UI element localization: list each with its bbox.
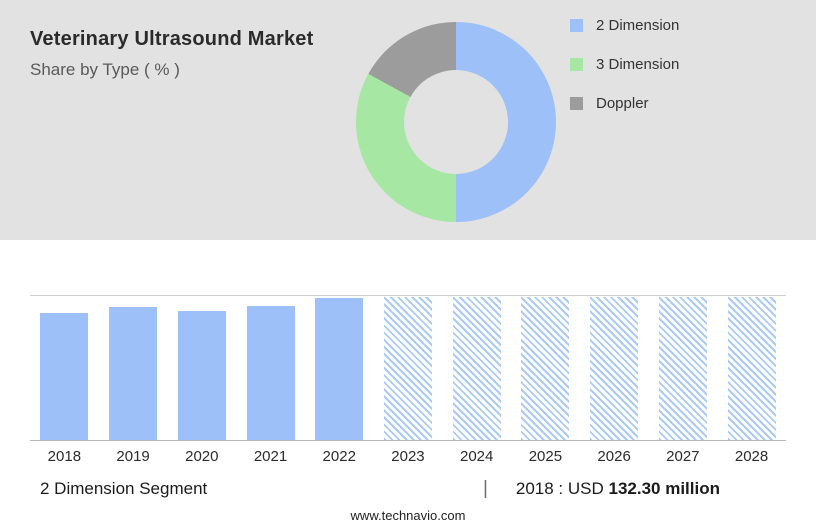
chart-subtitle: Share by Type ( % ) — [30, 60, 180, 79]
bar-plot — [30, 295, 786, 441]
x-tick-label: 2019 — [116, 448, 150, 465]
legend-swatch-icon — [570, 97, 583, 110]
x-tick-label: 2022 — [322, 448, 356, 465]
x-tick-label: 2025 — [528, 448, 563, 465]
footer-value-note: 2018 : USD 132.30 million — [516, 479, 720, 499]
forecast-bar — [452, 296, 501, 440]
legend-swatch-icon — [570, 19, 583, 32]
x-tick-label: 2018 — [47, 448, 82, 465]
footer-row: 2 Dimension Segment | 2018 : USD 132.30 … — [40, 478, 720, 500]
website-text: www.technavio.com — [350, 508, 466, 523]
footer-note-prefix: 2018 : USD — [515, 479, 604, 498]
forecast-bar — [383, 296, 432, 440]
pie-legend: 2 Dimension 3 Dimension Doppler — [570, 17, 679, 112]
forecast-bar — [590, 296, 639, 440]
header-section: Veterinary Ultrasound Market Share by Ty… — [0, 0, 816, 240]
legend-label: 3 Dimension — [596, 56, 680, 73]
page-title: Veterinary Ultrasound Market — [30, 28, 314, 50]
forecast-bar — [727, 296, 776, 440]
legend-swatch-icon — [570, 58, 583, 71]
x-tick-label: 2020 — [185, 448, 219, 465]
legend-item: 3 Dimension — [570, 56, 679, 73]
title-block: Veterinary Ultrasound Market Share by Ty… — [30, 28, 313, 80]
historic-bar — [40, 313, 89, 440]
x-tick-label: 2021 — [253, 448, 288, 465]
legend-label: 2 Dimension — [596, 17, 680, 34]
legend-item: Doppler — [570, 95, 679, 112]
x-tick-label: 2024 — [459, 448, 494, 465]
x-tick-label: 2028 — [734, 448, 769, 465]
forecast-bar — [521, 296, 570, 440]
forecast-bar — [658, 296, 707, 440]
footer-note-value: 132.30 million — [608, 479, 721, 498]
donut-chart — [356, 22, 556, 222]
historic-bar — [315, 297, 364, 440]
legend-label: Doppler — [596, 95, 649, 112]
x-tick-label: 2027 — [666, 448, 700, 465]
historic-bar — [246, 306, 295, 440]
footer-separator: | — [482, 478, 488, 499]
historic-bar — [177, 311, 226, 440]
historic-bar — [109, 307, 158, 440]
x-tick-label: 2023 — [391, 448, 425, 465]
x-axis-labels: 2018 2019 2020 2021 2022 2023 2024 2025 2026 2027… — [30, 448, 786, 465]
legend-item: 2 Dimension — [570, 17, 679, 34]
bar-chart-section: 2018 2019 2020 2021 2022 2023 2024 2025 2026 2027… — [0, 240, 816, 528]
x-tick-label: 2026 — [597, 448, 631, 465]
footer-note: | 2018 : USD 132.30 million — [483, 478, 720, 500]
segment-label: 2 Dimension Segment — [40, 479, 208, 498]
